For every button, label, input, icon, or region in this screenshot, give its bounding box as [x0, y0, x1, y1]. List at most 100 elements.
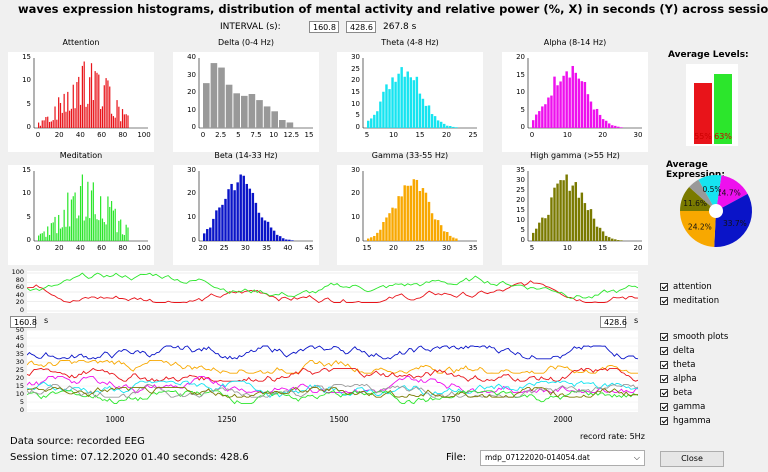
- interval-start-field[interactable]: 160.8: [309, 21, 339, 33]
- histogram-bar: [568, 77, 571, 128]
- histogram-bar: [63, 93, 65, 128]
- histogram-bar: [400, 67, 403, 128]
- histogram-bar: [67, 91, 69, 128]
- close-button[interactable]: Close: [660, 451, 724, 467]
- checkbox-gamma[interactable]: gamma: [660, 402, 705, 412]
- histogram-bar: [430, 114, 434, 128]
- histogram-bar: [406, 185, 409, 241]
- histogram-bar: [248, 188, 252, 241]
- histogram-bar: [601, 231, 605, 241]
- histogram-bar: [565, 71, 568, 128]
- timeline-end-unit: s: [634, 316, 639, 325]
- histogram-bar: [225, 84, 233, 128]
- histogram-bar: [61, 112, 63, 128]
- histogram-bar: [218, 207, 221, 241]
- histogram-bar: [418, 190, 422, 241]
- x-tick-label: 1750: [441, 415, 461, 424]
- histogram-svg: [527, 58, 642, 129]
- x-tick-label: 25: [219, 244, 229, 252]
- file-select[interactable]: mdp_07122020-014054.dat ⌵: [480, 450, 645, 466]
- checkbox-delta[interactable]: delta: [660, 346, 695, 356]
- timeline-start-field[interactable]: 160.8: [10, 316, 37, 328]
- histogram-bar: [110, 201, 113, 241]
- histogram-bar: [125, 224, 127, 241]
- histogram-bar: [568, 190, 571, 241]
- checkbox-check-icon: [660, 417, 668, 425]
- checkbox-meditation[interactable]: meditation: [660, 296, 719, 306]
- histogram-bar: [90, 190, 93, 241]
- y-tick-label: 30: [351, 53, 360, 61]
- checkbox-theta[interactable]: theta: [660, 360, 696, 370]
- x-tick-label: 20: [633, 244, 643, 252]
- histogram-bar: [103, 85, 105, 128]
- y-tick-label: 20: [351, 189, 360, 198]
- y-tick-label: 10: [516, 216, 525, 224]
- histogram-svg: [198, 58, 313, 129]
- y-tick-label: 20: [187, 189, 196, 198]
- histogram-bar: [577, 78, 581, 128]
- timeline-end-field[interactable]: 428.6: [600, 316, 627, 328]
- histogram-bar: [553, 187, 556, 241]
- histogram-bar: [376, 111, 379, 128]
- checkbox-attention[interactable]: attention: [660, 282, 712, 292]
- histogram-bar: [63, 209, 65, 241]
- histogram-bar: [101, 106, 104, 128]
- histogram-bar: [421, 188, 425, 241]
- histogram-bar: [94, 71, 96, 128]
- x-tick-label: 1500: [329, 415, 349, 424]
- histogram-bar: [379, 229, 382, 241]
- histogram-bar: [110, 113, 113, 128]
- histogram-bar: [379, 101, 382, 128]
- data-source: Data source: recorded EEG: [10, 436, 145, 447]
- histogram-bar: [65, 226, 67, 241]
- histogram-bar: [233, 190, 236, 241]
- histogram-bar: [271, 111, 278, 128]
- histogram-panel: Gamma (33-55 Hz) 30 20 10 0 15 20 25 30 35: [337, 151, 483, 265]
- histogram-bar: [275, 234, 279, 241]
- x-tick-label: 100: [137, 244, 151, 252]
- histogram-bar: [614, 125, 617, 128]
- histogram-bar: [94, 214, 96, 241]
- level-bar: [694, 82, 712, 144]
- histogram-title: Beta (14-33 Hz): [214, 151, 278, 160]
- y-tick-label: 10: [15, 390, 24, 398]
- x-tick-label: 0: [35, 244, 41, 252]
- y-tick-label: 20: [516, 196, 525, 204]
- histogram-bar: [535, 114, 538, 128]
- pie-label: 33.7%: [723, 219, 747, 228]
- histogram-bar: [532, 232, 535, 241]
- histogram-bar: [601, 119, 605, 128]
- histogram-bar: [89, 77, 91, 128]
- histogram-bar: [589, 101, 593, 128]
- histogram-panel: Alpha (8-14 Hz) 20 15 10 5 0 0 10 20 30: [502, 38, 648, 152]
- timeline-start-unit: s: [44, 316, 49, 325]
- histogram-bar: [78, 76, 80, 128]
- histogram-bar: [52, 222, 54, 241]
- histogram-bar: [370, 237, 373, 241]
- histogram-bar: [544, 218, 547, 241]
- y-tick-label: 10: [516, 88, 525, 96]
- histogram-bar: [76, 218, 78, 241]
- histogram-bar: [589, 209, 593, 241]
- checkbox-hgamma[interactable]: hgamma: [660, 416, 711, 426]
- y-tick-label: 0: [191, 123, 196, 131]
- histogram-bar: [96, 219, 98, 241]
- checkbox-smooth-plots[interactable]: smooth plots: [660, 332, 728, 342]
- histogram-bar: [409, 77, 412, 128]
- histogram-bar: [544, 104, 547, 128]
- histogram-bar: [256, 100, 263, 128]
- histogram-bar: [239, 174, 242, 241]
- checkbox-beta[interactable]: beta: [660, 388, 692, 398]
- histogram-bar: [209, 227, 212, 241]
- histogram-bar: [291, 240, 294, 241]
- checkbox-alpha[interactable]: alpha: [660, 374, 697, 384]
- y-tick-label: 30: [15, 358, 24, 366]
- chevron-down-icon: ⌵: [633, 453, 640, 462]
- x-tick-label: 15: [598, 244, 608, 252]
- checkbox-check-icon: [660, 347, 668, 355]
- checkbox-label: delta: [673, 346, 695, 356]
- histogram-bar: [236, 182, 239, 241]
- interval-end-field[interactable]: 428.6: [346, 21, 376, 33]
- histogram-bar: [59, 102, 62, 128]
- histogram-bar: [50, 121, 52, 128]
